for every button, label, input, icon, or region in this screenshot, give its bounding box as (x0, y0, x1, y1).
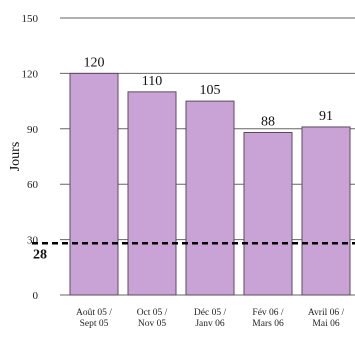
y-tick-label: 120 (22, 68, 39, 80)
x-tick-label: Fév 06 / (252, 308, 284, 318)
y-tick-label: 30 (27, 235, 39, 247)
y-tick-label: 0 (33, 290, 39, 302)
x-tick-labels: Août 05 /Sept 05 Oct 05 /Nov 05 Déc 05 /Ja… (76, 308, 344, 329)
bar (69, 72, 119, 296)
bar (243, 131, 293, 296)
bar (127, 91, 177, 296)
x-tick-label: Janv 06 (195, 319, 225, 329)
bar (301, 126, 351, 296)
data-label: 120 (84, 55, 105, 70)
data-labels: 120 110 105 88 91 (84, 55, 334, 129)
y-tick-label: 150 (22, 13, 39, 25)
bar (185, 100, 235, 296)
y-axis-title: Jours (8, 142, 23, 172)
reference-line-label: 28 (33, 247, 47, 262)
x-tick-label: Mars 06 (252, 319, 284, 329)
x-tick-label: Avril 06 / (308, 308, 345, 318)
bars (69, 72, 351, 296)
data-label: 88 (261, 114, 275, 129)
x-tick-label: Oct 05 / (137, 308, 168, 318)
data-label: 105 (200, 83, 221, 98)
data-label: 91 (319, 109, 333, 124)
x-tick-label: Mai 06 (312, 319, 339, 329)
x-tick-label: Nov 05 (138, 319, 166, 329)
data-label: 110 (142, 74, 162, 89)
x-tick-label: Déc 05 / (194, 308, 227, 318)
x-tick-label: Sept 05 (80, 319, 109, 329)
y-tick-label: 90 (27, 124, 39, 136)
y-tick-labels: 0 30 60 90 120 150 (22, 13, 39, 302)
reference-line-group: 28 (32, 242, 355, 262)
x-tick-label: Août 05 / (76, 308, 112, 318)
y-tick-label: 60 (27, 179, 39, 191)
